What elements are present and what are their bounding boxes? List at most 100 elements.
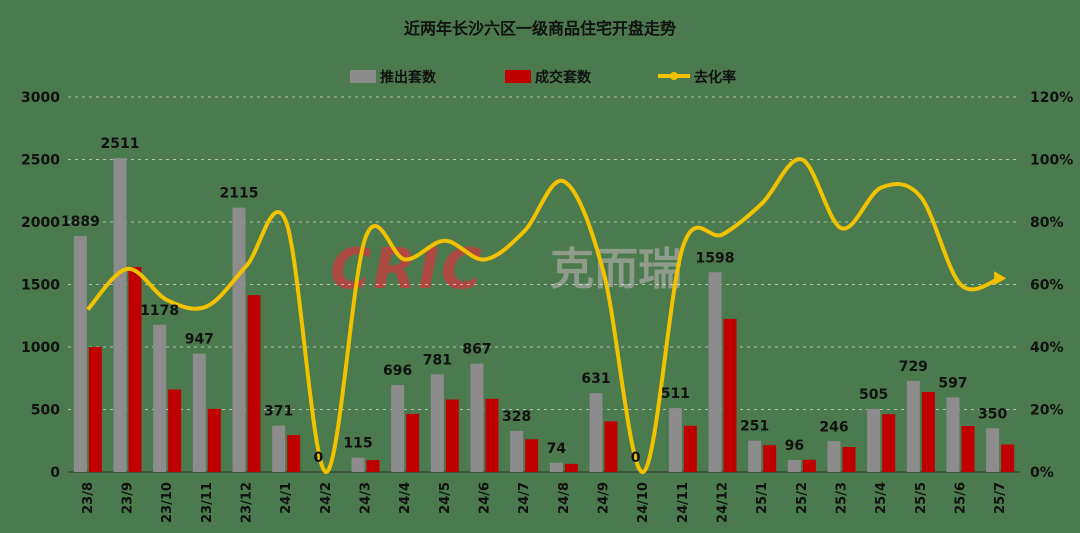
- bar-launched: [787, 460, 801, 472]
- bar-sold: [683, 425, 697, 472]
- y-tick-label: 2000: [21, 215, 60, 231]
- bar-launched: [113, 158, 127, 472]
- x-tick-label: 25/2: [795, 482, 810, 514]
- data-label: 947: [185, 332, 214, 348]
- bar-sold: [723, 318, 737, 472]
- bar-sold: [961, 426, 975, 472]
- legend-marker-rate: [670, 72, 678, 80]
- bar-sold: [802, 459, 816, 472]
- watermark: CRIC 克而瑞: [330, 237, 682, 302]
- x-tick-label: 25/6: [954, 482, 969, 514]
- y2-tick-label: 20%: [1030, 403, 1064, 419]
- data-label: 251: [740, 419, 769, 435]
- y-tick-label: 500: [31, 403, 60, 419]
- bar-launched: [668, 408, 682, 472]
- data-label: 1889: [61, 214, 100, 230]
- legend-swatch-sold: [505, 70, 531, 83]
- bar-sold: [564, 463, 578, 472]
- data-label: 0: [313, 450, 323, 466]
- x-tick-label: 23/9: [121, 482, 136, 514]
- chart-title: 近两年长沙六区一级商品住宅开盘走势: [404, 19, 676, 38]
- bar-sold: [445, 399, 459, 472]
- bar-launched: [470, 363, 484, 472]
- bar-sold: [882, 414, 896, 472]
- x-tick-label: 25/7: [993, 482, 1008, 514]
- x-tick-label: 24/5: [438, 482, 453, 514]
- y2-tick-label: 100%: [1030, 153, 1073, 169]
- rate-line-path: [86, 157, 1001, 475]
- x-tick-label: 25/5: [914, 482, 929, 514]
- bar-sold: [1001, 444, 1015, 472]
- x-tick-label: 24/9: [597, 482, 612, 514]
- legend-label-launched: 推出套数: [380, 69, 437, 86]
- x-tick-label: 23/10: [160, 482, 175, 523]
- data-label: 505: [859, 387, 888, 403]
- data-label: 781: [423, 352, 452, 368]
- bar-sold: [842, 447, 856, 472]
- bar-launched: [153, 324, 167, 472]
- y2-tick-label: 120%: [1030, 90, 1073, 106]
- bar-sold: [207, 408, 221, 472]
- x-tick-label: 25/4: [874, 482, 889, 514]
- legend: 推出套数 成交套数 去化率: [350, 69, 736, 86]
- gridlines: [68, 96, 1020, 473]
- data-label: 511: [661, 386, 690, 402]
- x-tick-label: 24/6: [478, 482, 493, 514]
- bar-launched: [827, 441, 841, 472]
- bar-sold: [88, 347, 102, 472]
- bar-sold: [128, 267, 142, 472]
- data-label: 246: [819, 419, 848, 435]
- bar-sold: [287, 435, 301, 472]
- bar-sold: [604, 421, 618, 472]
- x-tick-label: 25/1: [755, 482, 770, 514]
- y-axis-left: 0 500 1000 1500 2000 2500 3000: [21, 90, 60, 481]
- x-tick-label: 23/8: [81, 482, 96, 514]
- data-label: 328: [502, 409, 531, 425]
- data-label: 696: [383, 363, 412, 379]
- bar-launched: [986, 428, 1000, 472]
- y-tick-label: 3000: [21, 90, 60, 106]
- bar-sold: [921, 392, 935, 472]
- y2-tick-label: 40%: [1030, 340, 1064, 356]
- data-label: 115: [343, 436, 372, 452]
- bar-launched: [351, 457, 365, 472]
- rate-line-arrow: [994, 271, 1007, 286]
- data-labels: 1889 2511 1178 947 2115 371 0 115 696 781 867 328 74…: [61, 136, 1008, 466]
- x-tick-label: 24/4: [398, 482, 413, 514]
- y2-tick-label: 60%: [1030, 278, 1064, 294]
- bar-launched: [549, 462, 563, 472]
- data-label: 597: [938, 375, 967, 391]
- x-tick-label: 24/11: [676, 482, 691, 523]
- x-tick-label: 24/3: [359, 482, 374, 514]
- bar-launched: [192, 353, 206, 472]
- bars: [73, 158, 1015, 472]
- x-tick-label: 24/7: [517, 482, 532, 514]
- data-label: 371: [264, 404, 293, 420]
- bar-sold: [485, 398, 499, 472]
- rate-line: [86, 157, 1007, 475]
- x-tick-label: 24/2: [319, 482, 334, 514]
- bar-launched: [708, 272, 722, 472]
- bar-sold: [366, 460, 380, 472]
- data-label: 0: [631, 450, 641, 466]
- bar-launched: [73, 235, 87, 472]
- bar-launched: [510, 431, 524, 472]
- data-label: 867: [462, 342, 491, 358]
- data-label: 2511: [101, 136, 140, 152]
- x-tick-label: 23/11: [200, 482, 215, 523]
- bar-launched: [589, 393, 603, 472]
- bar-launched: [867, 408, 881, 472]
- data-label: 631: [581, 371, 610, 387]
- legend-swatch-launched: [350, 70, 376, 83]
- data-label: 350: [978, 406, 1007, 422]
- x-tick-label: 24/12: [716, 482, 731, 523]
- legend-label-sold: 成交套数: [535, 69, 592, 86]
- watermark-brand-cn: 克而瑞: [550, 244, 682, 295]
- bar-launched: [946, 397, 960, 472]
- x-tick-label: 24/1: [279, 482, 294, 514]
- bar-launched: [430, 374, 444, 472]
- data-label: 1178: [140, 303, 179, 319]
- bar-launched: [232, 207, 246, 472]
- x-axis: 23/8 23/9 23/10 23/11 23/12 24/1 24/2 24/3 24/4 2…: [81, 482, 1008, 523]
